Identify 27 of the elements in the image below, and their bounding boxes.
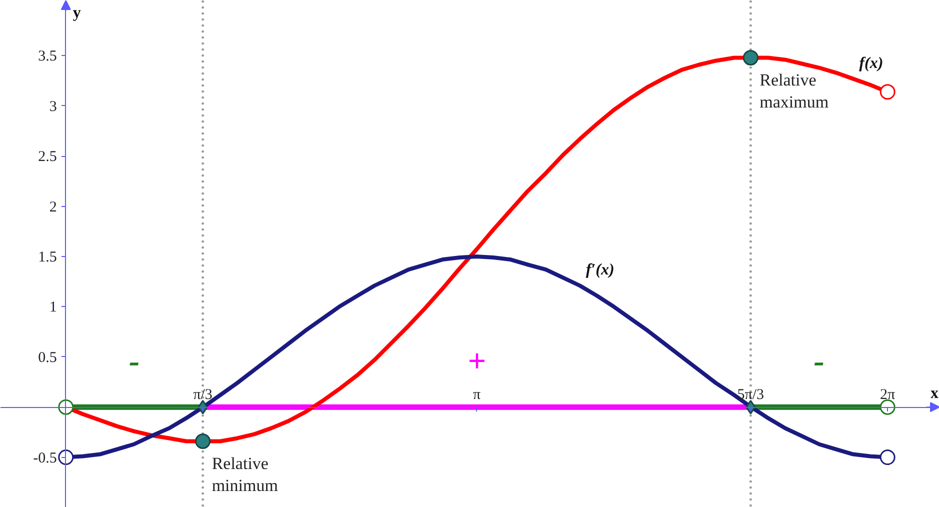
series-label: f′(x) [586, 262, 614, 279]
point [880, 450, 896, 466]
x-axis-title: x [930, 385, 938, 402]
series-label: + [468, 342, 486, 379]
x-tick-label: π/3 [193, 387, 212, 404]
point [742, 50, 758, 66]
annotation: Relative minimum [212, 454, 278, 496]
y-tick-label: 2 [49, 199, 57, 216]
series-label: - [129, 342, 140, 379]
y-tick-label: 1.5 [38, 250, 57, 266]
y-tick-label: -0.5 [33, 450, 57, 466]
y-tick-label: 3.5 [38, 48, 57, 65]
series-label: f(x) [859, 54, 884, 72]
y-axis-title: y [72, 4, 81, 22]
series-label: - [814, 342, 824, 379]
x-tick-label: π [473, 387, 482, 404]
y-tick-label: 0.5 [38, 350, 57, 366]
y-tick-label: 3 [49, 98, 57, 115]
y-tick-label: 2.5 [38, 149, 57, 166]
point [880, 84, 896, 100]
annotation: Relative maximum [760, 70, 829, 112]
point [58, 450, 74, 466]
point [195, 434, 211, 449]
point [880, 399, 896, 415]
y-tick-label: 1 [49, 300, 57, 316]
x-tick-label: 2π [880, 387, 896, 404]
x-tick-label: 5π/3 [737, 387, 764, 404]
